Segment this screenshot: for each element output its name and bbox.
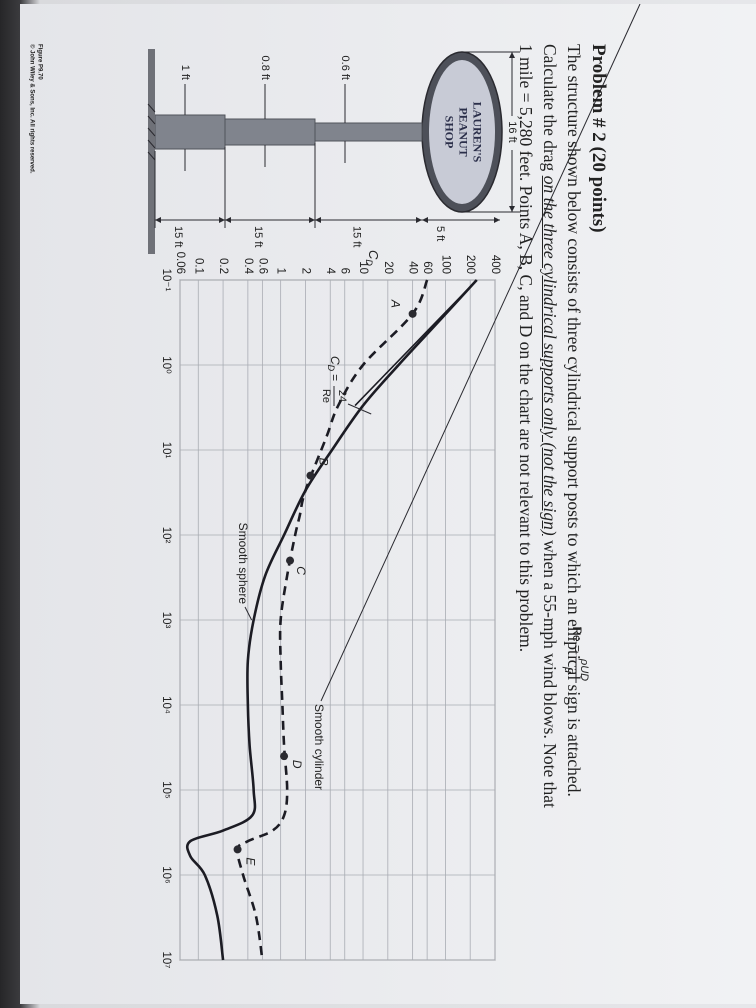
x-tick-label: 10⁵ [160,781,172,799]
leader [244,606,253,621]
y-tick-label: 100 [439,255,451,274]
credit: Figure P9.70 [36,44,42,80]
point-label: C [294,566,308,575]
arrowhead [509,206,515,212]
subscript: D [326,365,336,372]
label-bg [505,116,519,150]
y-tick-label: 1 [275,268,287,274]
arrowhead [509,52,515,58]
y-tick-label: 10 [357,261,369,274]
post [314,122,423,142]
y-tick-label: 40 [407,261,419,274]
arrowhead [494,217,500,223]
arrowhead [225,217,231,223]
x-axis-label: μ [562,666,574,673]
sign-text: SHOP [442,116,456,149]
point-label: D [290,760,304,769]
y-tick-label: 400 [489,255,501,274]
y-tick-label: 0.6 [256,258,268,274]
x-tick-label: 10⁷ [160,952,172,969]
subscript: D [364,259,374,266]
arrowhead [155,217,161,223]
arrowhead [315,217,321,223]
y-tick-label: 2 [299,268,311,274]
point [233,845,242,854]
leader [347,403,372,415]
y-axis-label: CD [364,250,381,266]
arrowhead [416,217,422,223]
y-tick-label: 0.2 [217,258,229,274]
y-tick-label: 0.4 [242,258,254,275]
y-tick-label: 4 [324,268,336,275]
ground-hatch [147,103,156,161]
text: Calculate the drag [540,44,560,176]
credit: © John Wiley & Sons, Inc. All rights res… [28,44,35,174]
series-label: Smooth sphere [236,523,250,605]
x-tick-label: 10⁴ [160,696,172,714]
problem-text: Problem # 2 (20 points) The structure sh… [514,44,610,964]
arrowhead [309,217,315,223]
diameter-label: 1 ft [179,65,191,80]
text: when a 55-mph wind blows. Note that [540,535,560,808]
y-tick-label: 0.1 [192,258,204,274]
sign-text: PEANUT [456,107,470,156]
point [286,556,295,565]
text-line: 1 mile = 5,280 feet. Points A, B, C, and… [514,44,538,964]
ground [148,49,155,254]
point [408,309,417,318]
dimension-label: 15 ft [252,226,264,247]
reference-label: 24 [336,390,348,402]
sign-inner [429,60,495,204]
text: 1 mile = 5,280 feet. Points A, B, C, and… [516,44,536,653]
post [224,118,316,146]
y-tick-label: 200 [464,255,476,274]
text: The structure shown below consists of th… [564,44,584,797]
diameter-label: 0.6 ft [339,56,351,80]
series-label: Smooth cylinder [312,704,326,790]
leader [320,4,641,702]
text-line: Calculate the drag on the three cylindri… [538,44,562,964]
y-tick-label: 60 [421,261,433,274]
reference-label: Re [320,389,332,403]
point-label: B [316,458,330,466]
dimension-label: 15 ft [351,226,363,247]
symbol: C [328,356,342,365]
point-label: A [388,299,402,308]
reference-line [354,279,478,407]
y-tick-label: 6 [339,268,351,274]
reference-label: CD = [326,356,342,381]
equals: = [328,374,342,381]
x-tick-label: 10³ [160,612,172,629]
x-tick-label: 10⁶ [160,866,172,884]
x-tick-label: 10² [160,527,172,544]
x-tick-label: 10⁻¹ [160,269,172,292]
y-tick-label: 0.06 [174,252,186,274]
dimension-label: 16 ft [506,121,518,142]
x-tick-label: 10⁰ [160,356,172,374]
emphasis: on the three cylindrical supports only (… [540,175,560,536]
text-line: The structure shown below consists of th… [562,44,586,964]
x-axis-label: ρUD [578,658,590,681]
page: LAUREN'S PEANUT SHOP 16 ft 5 ft 15 ft 0.6 ft 15… [20,4,756,1004]
symbol: C [366,250,381,260]
point [306,471,315,480]
dimension-label: 15 ft [172,226,184,247]
point-label: E [243,857,257,866]
x-axis-label: Re = [570,626,584,652]
y-tick-label: 20 [382,261,394,274]
x-tick-label: 10¹ [160,442,172,459]
dimension-label: 5 ft [434,226,446,241]
arrowhead [219,217,225,223]
diameter-label: 0.8 ft [259,56,271,80]
arrowhead [422,217,428,223]
point [280,752,289,761]
sign-text: LAUREN'S [470,102,484,163]
curve [236,279,429,961]
post [154,114,226,150]
heading: Problem # 2 (20 points) [588,44,609,233]
